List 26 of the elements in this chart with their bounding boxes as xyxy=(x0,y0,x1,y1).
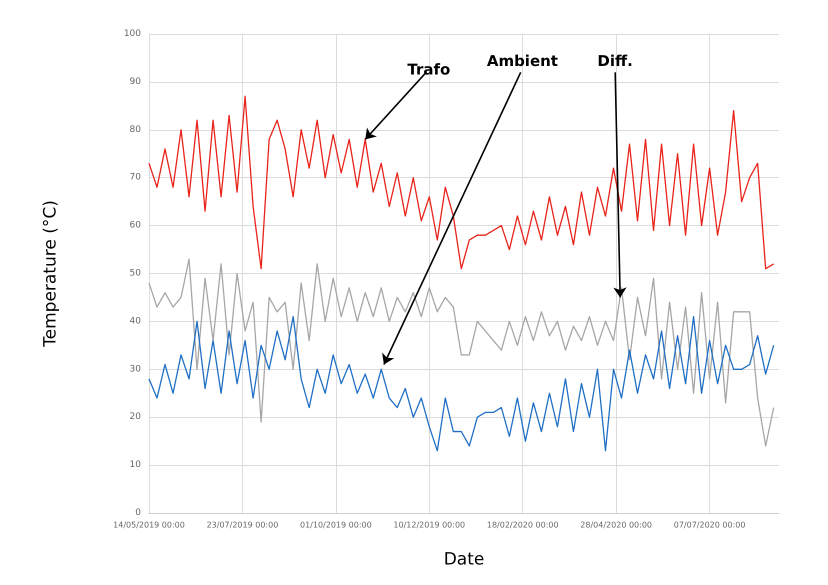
line-series xyxy=(148,96,774,270)
y-tick-label: 70 xyxy=(130,172,142,183)
x-tick-label: 07/07/2020 00:00 xyxy=(674,520,746,530)
x-tick-label: 01/10/2019 00:00 xyxy=(300,520,372,530)
y-tick-label: 0 xyxy=(135,508,142,518)
y-axis-title: Temperature (°C) xyxy=(40,200,60,348)
y-tick-label: 20 xyxy=(130,412,142,422)
y-tick-label: 60 xyxy=(130,220,142,231)
annotation: Ambient xyxy=(486,52,558,70)
x-tick-label: 23/07/2019 00:00 xyxy=(206,520,278,530)
y-tick-label: 90 xyxy=(130,76,142,87)
line-series xyxy=(148,258,774,447)
x-tick-label: 14/05/2019 00:00 xyxy=(113,520,185,530)
x-tick-label: 28/04/2020 00:00 xyxy=(580,520,652,530)
annotation: Diff. xyxy=(597,52,633,70)
x-axis-title: Date xyxy=(444,550,484,570)
x-tick-label: 10/12/2019 00:00 xyxy=(393,520,466,530)
y-tick-label: 10 xyxy=(130,460,142,470)
y-tick-label: 30 xyxy=(130,364,142,374)
y-tick-label: 100 xyxy=(124,29,142,39)
x-tick-label: 18/02/2020 00:00 xyxy=(486,520,559,530)
y-tick-label: 80 xyxy=(130,124,142,135)
annotation: Trafo xyxy=(407,60,450,78)
y-tick-label: 40 xyxy=(130,316,142,326)
line-series xyxy=(148,316,774,452)
y-tick-label: 50 xyxy=(130,268,142,278)
